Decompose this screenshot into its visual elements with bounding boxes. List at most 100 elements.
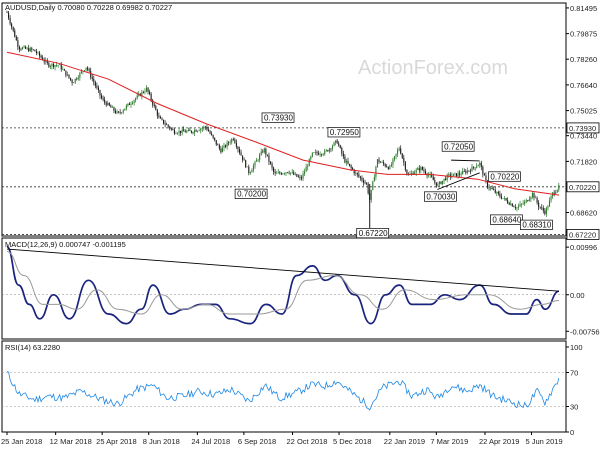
candle-body [254,161,256,166]
candle-body [477,165,479,167]
candle-body [133,100,135,103]
candle-body [304,171,306,174]
candle-body [349,163,351,166]
candle-body [455,173,458,177]
candle-body [280,173,282,175]
candle-body [319,154,321,155]
candle-body [345,160,347,163]
candle-body [525,200,527,202]
candle-body [262,151,264,153]
candle-body [362,180,365,183]
candle-body [245,160,247,168]
x-tick-label: 22 Oct 2018 [287,437,328,446]
x-tick-label: 22 Apr 2019 [479,437,519,446]
rsi-panel: 100 70 30 0 [1,340,583,437]
candle-body [364,182,366,184]
y-tick-label: 0.75025 [570,107,597,116]
candle-body [12,26,14,31]
candle-body [62,69,64,70]
candle-body [142,91,144,93]
candle-body [277,172,279,174]
watermark: ActionForex.com [358,57,508,79]
candle-body [63,69,65,71]
candle-body [325,150,327,151]
candle-body [541,207,543,209]
candle-body [156,110,158,116]
candle-body [111,107,113,108]
candle-body [356,172,358,175]
candle-body [175,133,177,135]
candle-body [101,95,103,99]
candle-body [273,167,275,172]
candle-body [172,128,174,130]
candle-body [246,166,248,168]
candle-body [97,87,99,91]
candle-body [192,132,194,134]
candle-body [28,48,30,52]
candle-body [43,60,45,62]
candle-body [311,152,313,157]
candle-body [380,162,382,163]
candle-body [395,153,397,157]
candle-body [411,173,413,175]
candle-body [121,112,123,114]
annotation-label: 0.73930 [264,113,293,122]
x-tick-label: 22 Jan 2019 [384,437,425,446]
y-tick-label: 0.78260 [570,55,597,64]
candle-body [296,174,298,177]
candle-body [471,166,473,172]
y-tick-label: 0.71820 [570,157,597,166]
level-label: 0.67220 [569,230,596,239]
candle-body [508,202,510,205]
annotation-box [488,171,521,182]
candle-body [378,159,380,163]
candle-body [442,180,444,184]
candle-body [452,173,454,176]
candle-body [184,131,186,133]
candle-body [355,172,357,174]
candle-body [59,64,61,66]
candle-body [45,60,47,62]
candle-body [178,130,180,134]
candle-body [87,67,89,70]
candle-body [110,105,112,108]
annotation-label: 0.68640 [492,215,521,224]
candle-body [366,182,368,184]
y-tick-label: 100 [570,343,583,352]
candle-body [220,148,222,153]
candle-body [68,74,70,78]
candle-body [459,173,461,175]
candle-body [494,189,496,193]
sma-line [6,51,560,196]
candle-body [60,64,62,70]
candle-body [335,140,337,143]
candle-body [535,197,537,199]
candle-body [505,198,507,201]
candle-body [74,78,76,83]
candle-body [228,142,230,144]
candle-body [359,176,361,178]
candle-body [147,87,149,92]
candle-body [54,65,56,67]
level-label-box [566,122,600,134]
candle-body [460,174,462,175]
candle-body [476,166,478,168]
candle-body [483,174,485,176]
candle-body [310,156,312,160]
level-label: 0.70220 [569,183,596,192]
y-tick-label: 70 [570,369,578,378]
candle-body [327,150,329,152]
candle-body [493,189,495,190]
candle-body [90,70,92,78]
macd-line [6,245,560,325]
candle-body [308,159,310,167]
candle-body [290,172,292,174]
x-tick-label: 7 Mar 2019 [430,437,468,446]
candle-body [201,128,203,129]
candle-body [313,152,315,154]
x-tick-label: 25 Jan 2018 [1,437,42,446]
candle-body [39,52,41,56]
candle-body [307,166,309,168]
trendline-upper [451,159,480,162]
